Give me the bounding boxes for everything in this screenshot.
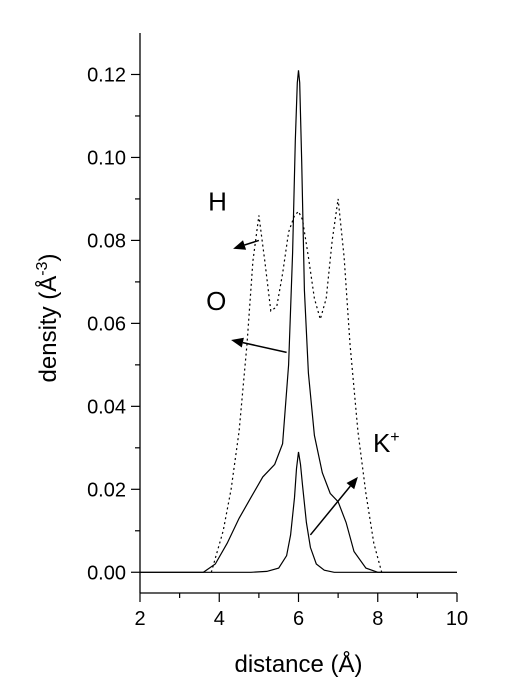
annotation-label: H [208,187,227,217]
annotation-arrow-head [233,240,247,250]
x-axis-title: distance (Å) [234,650,362,678]
y-tick-label: 0.10 [87,147,126,169]
x-tick-label: 4 [214,608,225,630]
series-group [140,70,457,573]
y-tick-label: 0.02 [87,479,126,501]
annotation-arrow-head [231,337,244,348]
annotation-arrow-line [309,485,351,536]
y-tick-label: 0.12 [87,64,126,86]
series-line-h [210,198,383,573]
annotation-label: K+ [373,428,400,458]
annotation-arrow-head [346,476,358,490]
annotation-arrow-line [244,239,260,246]
x-tick-label: 8 [372,608,383,630]
annotation-label: O [206,286,226,316]
annotation-arrow-line [242,341,287,354]
y-tick-label: 0.04 [87,396,126,418]
y-axis-title: density (Å-3) [34,254,62,383]
series-line-o [140,70,457,573]
y-tick-label: 0.00 [87,562,126,584]
x-tick-label: 10 [446,608,468,630]
series-line-k [140,451,457,573]
y-tick-label: 0.06 [87,313,126,335]
annotations: H O K+ [206,187,400,536]
x-tick-label: 6 [293,608,304,630]
axes: 2 4 6 8 10 0.00 0.02 0.04 0.06 0.08 0.10 0.12 [87,33,468,630]
y-tick-label: 0.08 [87,230,126,252]
x-tick-label: 2 [134,608,145,630]
